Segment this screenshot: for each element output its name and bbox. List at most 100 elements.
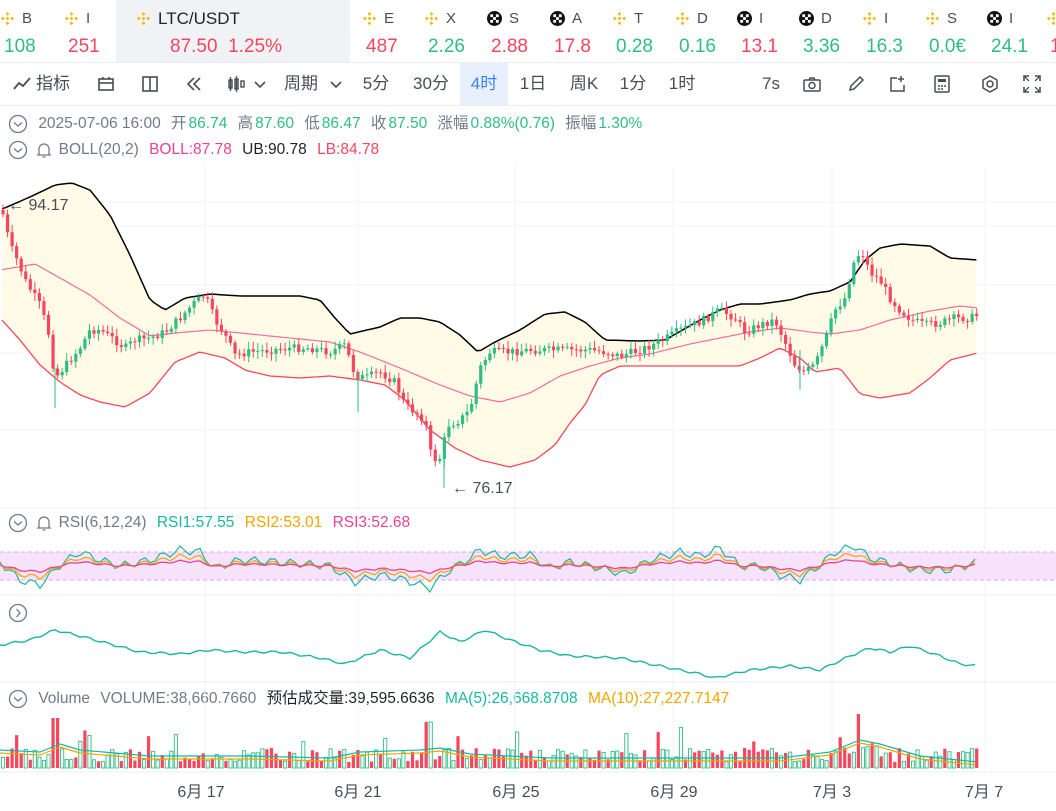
volume-bar — [105, 754, 110, 769]
collapse-icon[interactable] — [8, 689, 28, 709]
ticker-item[interactable]: I 251 — [64, 0, 116, 62]
layout-icon[interactable] — [96, 74, 116, 94]
volume-bar — [642, 750, 647, 768]
draw-tool-icon[interactable] — [888, 74, 908, 94]
price-low-label: ← 76.17 — [452, 480, 513, 497]
bell-icon[interactable] — [34, 140, 54, 160]
collapse-icon[interactable] — [8, 140, 28, 160]
candle — [629, 348, 633, 355]
candle — [297, 344, 301, 352]
ticker-item[interactable]: LTC/USDT 87.50 1.25% — [116, 0, 350, 62]
candle — [238, 353, 242, 355]
volume-bar — [265, 749, 269, 768]
ticker-symbol: E — [384, 10, 395, 27]
candle-type-icon[interactable] — [226, 74, 246, 94]
candle — [570, 346, 574, 350]
volume-bar — [883, 752, 888, 769]
candle — [547, 346, 551, 348]
price-high-label: ← 94.17 — [8, 197, 69, 214]
volume-bar — [406, 761, 410, 768]
kline-chart[interactable]: ← 94.17 ← 76.17 6月 17 6月 21 6月 25 6月 29 7月 3… — [0, 106, 1056, 811]
interval-3[interactable]: 1日 — [519, 74, 547, 93]
camera-icon[interactable] — [802, 74, 822, 94]
candle — [538, 351, 542, 354]
interval-4[interactable]: 周K — [569, 74, 599, 93]
pencil-icon[interactable] — [846, 74, 866, 94]
settings-icon[interactable] — [980, 74, 1000, 94]
candle — [893, 302, 897, 307]
candles — [1, 204, 979, 488]
indicator-icon[interactable] — [12, 74, 32, 94]
binance-icon — [1046, 11, 1056, 26]
volume-bar — [360, 755, 365, 769]
interval-1[interactable]: 30分 — [413, 74, 449, 93]
volume-legend: Volume VOLUME:38,660.7660 预估成交量:39,595.6… — [0, 688, 735, 710]
ticker-item[interactable]: D 0.16 — [675, 0, 717, 62]
volume-bar — [69, 759, 74, 769]
candle — [679, 327, 683, 329]
ticker-item[interactable]: I 16.3 — [862, 0, 906, 62]
candle — [28, 279, 32, 290]
volume-value: VOLUME:38,660.7660 — [100, 690, 257, 707]
candle — [369, 371, 374, 375]
candle — [24, 271, 28, 280]
candle — [688, 325, 692, 327]
ticker-item[interactable]: I 13.1 — [737, 0, 783, 62]
candle — [210, 298, 214, 310]
volume-bar — [520, 752, 524, 768]
chevron-down-icon[interactable] — [326, 74, 346, 94]
volume-bar — [752, 741, 756, 768]
interval-2[interactable]: 4时 — [460, 63, 508, 105]
candle — [247, 349, 251, 357]
ticker-item[interactable]: E 487 — [362, 0, 414, 62]
volume-bar — [779, 755, 784, 769]
calculator-icon[interactable] — [932, 74, 952, 94]
candle — [137, 335, 142, 342]
collapse-icon[interactable] — [8, 114, 28, 134]
ticker-item[interactable]: A 17.8 — [550, 0, 602, 62]
ticker-item[interactable]: D 3.36 — [799, 0, 845, 62]
interval-5[interactable]: 1分 — [619, 74, 647, 93]
ticker-item[interactable]: T 0.28 — [612, 0, 658, 62]
interval-6[interactable]: 1时 — [668, 74, 696, 93]
bell-icon[interactable] — [34, 513, 54, 533]
candle — [788, 343, 792, 356]
volume-bar — [219, 756, 224, 769]
candle — [674, 328, 678, 332]
ticker-symbol: I — [86, 10, 91, 27]
expand-icon[interactable] — [8, 603, 28, 623]
ticker-item[interactable]: I 24.1 — [987, 0, 1033, 62]
chevron-down-icon[interactable] — [250, 74, 270, 94]
ticker-item[interactable]: S 0.0€ — [925, 0, 969, 62]
rewind-icon[interactable] — [184, 74, 204, 94]
volume-bar — [910, 760, 916, 769]
refresh-interval[interactable]: 7s — [762, 74, 780, 93]
collapse-icon[interactable] — [8, 513, 28, 533]
volume-bar — [60, 748, 65, 769]
candle — [938, 325, 942, 327]
rsi2-line — [0, 552, 976, 583]
candle — [233, 342, 237, 354]
ticker-item[interactable]: 1 — [1046, 0, 1056, 62]
candle — [956, 314, 961, 317]
period-dropdown[interactable]: 周期 — [284, 74, 318, 93]
binance-icon — [64, 11, 79, 26]
candle — [551, 346, 556, 351]
ticker-item[interactable]: S 2.88 — [487, 0, 539, 62]
ticker-item[interactable]: X 2.26 — [424, 0, 472, 62]
x-tick-label: 6月 25 — [492, 784, 539, 801]
candle — [83, 338, 87, 349]
candle — [715, 308, 719, 313]
candle — [784, 334, 788, 344]
indicators-button[interactable]: 指标 — [36, 74, 70, 93]
volume-bar — [888, 752, 892, 768]
candle — [879, 276, 883, 284]
binance-icon — [362, 11, 377, 26]
candle — [611, 354, 615, 357]
ticker-item[interactable]: B 108 — [0, 0, 60, 62]
volume-ma5: MA(5):26,668.8708 — [444, 690, 578, 707]
interval-0[interactable]: 5分 — [362, 74, 390, 93]
split-view-icon[interactable] — [140, 74, 160, 94]
candle — [806, 366, 810, 371]
fullscreen-icon[interactable] — [1022, 74, 1042, 94]
